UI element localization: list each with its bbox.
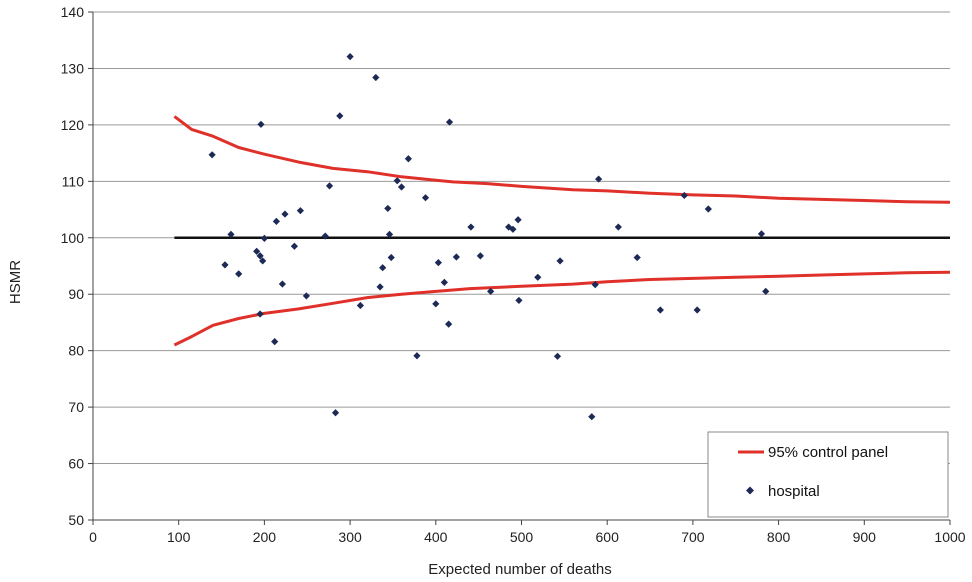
hospital-point — [595, 175, 603, 183]
hospital-point — [404, 155, 412, 163]
hospital-point — [281, 210, 289, 218]
hospital-point — [534, 273, 542, 281]
hospital-point — [656, 306, 664, 314]
legend-label-control: 95% control panel — [768, 444, 888, 461]
x-tick-label: 600 — [596, 529, 620, 545]
hospital-point — [256, 310, 264, 318]
hospital-point — [452, 253, 460, 261]
y-tick-label: 130 — [61, 60, 85, 76]
hospital-point — [509, 225, 517, 233]
y-tick-label: 80 — [68, 343, 84, 359]
x-tick-label: 700 — [681, 529, 705, 545]
x-axis-title: Expected number of deaths — [428, 561, 611, 578]
legend: 95% control panel hospital — [707, 431, 949, 518]
hospital-point — [325, 182, 334, 190]
x-tick-label: 500 — [510, 529, 534, 545]
x-tick-label: 200 — [253, 529, 277, 545]
hospital-point — [445, 118, 454, 126]
hospital-point — [514, 216, 522, 224]
hospital-point — [271, 338, 279, 346]
hospital-point — [614, 223, 622, 231]
hospital-point — [331, 409, 340, 417]
x-tick-label: 0 — [89, 529, 97, 545]
hospital-point — [487, 287, 495, 295]
hospital-point — [434, 259, 442, 267]
hospital-point — [393, 177, 401, 185]
hospital-point — [256, 252, 264, 260]
hospital-point — [633, 253, 641, 262]
hospital-point — [379, 264, 387, 272]
hospital-point — [440, 278, 448, 286]
hospital-point — [515, 296, 523, 305]
upper-control-limit-line — [173, 115, 951, 204]
lower-control-limit-line — [173, 270, 951, 347]
hospital-point — [257, 120, 265, 128]
hospital-point — [693, 306, 701, 314]
hospital-point — [553, 352, 562, 360]
hospital-point — [704, 205, 712, 213]
hospital-point — [272, 217, 280, 226]
y-tick-label: 140 — [61, 4, 85, 20]
hospital-point — [260, 234, 268, 242]
y-tick-label: 60 — [68, 456, 84, 472]
hospital-point — [387, 253, 395, 262]
hospital-point — [290, 242, 298, 250]
hospital-point — [556, 257, 564, 265]
y-axis-title: HSMR — [7, 260, 24, 304]
y-tick-label: 120 — [61, 117, 85, 133]
legend-label-hospital: hospital — [768, 483, 820, 500]
hospital-point — [278, 280, 286, 288]
hospital-point — [505, 223, 513, 231]
hospital-point — [384, 204, 392, 213]
hospital-point — [421, 194, 430, 202]
hospital-point — [591, 281, 599, 289]
hospital-point — [296, 207, 304, 215]
x-tick-label: 800 — [767, 529, 791, 545]
x-tick-label: 100 — [167, 529, 191, 545]
hospital-point — [302, 292, 310, 300]
y-tick-label: 100 — [61, 230, 85, 246]
hospital-point — [445, 320, 453, 328]
x-tick-label: 400 — [424, 529, 448, 545]
hospital-point — [467, 223, 475, 231]
y-tick-label: 90 — [68, 286, 84, 302]
hospital-point — [372, 73, 380, 82]
hospital-point — [762, 287, 770, 295]
hospital-point — [259, 257, 267, 265]
hospital-point — [336, 112, 344, 120]
hospital-point — [376, 283, 384, 291]
legend-box — [707, 431, 949, 518]
axes — [88, 11, 951, 525]
hospital-point — [757, 230, 766, 238]
hospital-point — [321, 232, 329, 240]
hospital-point — [221, 261, 229, 269]
hospital-points — [208, 52, 770, 421]
hospital-point — [235, 270, 243, 278]
hospital-point — [227, 230, 235, 238]
hospital-point — [476, 252, 484, 260]
y-tick-label: 70 — [68, 399, 84, 415]
hospital-point — [346, 52, 354, 61]
control-limit-layer — [173, 115, 951, 347]
y-tick-label: 110 — [62, 173, 85, 189]
legend-hospital-marker — [746, 486, 754, 495]
hospital-point — [397, 183, 406, 191]
hospital-point — [588, 413, 596, 421]
hospital-point — [208, 151, 216, 159]
hospital-point — [413, 352, 421, 360]
x-tick-label: 1000 — [934, 529, 965, 545]
hospital-point — [680, 191, 688, 200]
y-tick-label: 50 — [68, 512, 84, 528]
x-tick-label: 900 — [853, 529, 877, 545]
hospital-point — [253, 247, 261, 255]
hospital-point — [385, 230, 394, 238]
x-tick-label: 300 — [338, 529, 362, 545]
hospital-point — [356, 301, 364, 310]
hospital-point — [432, 300, 440, 308]
tick-labels: 50 60 70 80 90 100 110 120 130 140 0 100 200 300 400 50… — [61, 4, 966, 545]
